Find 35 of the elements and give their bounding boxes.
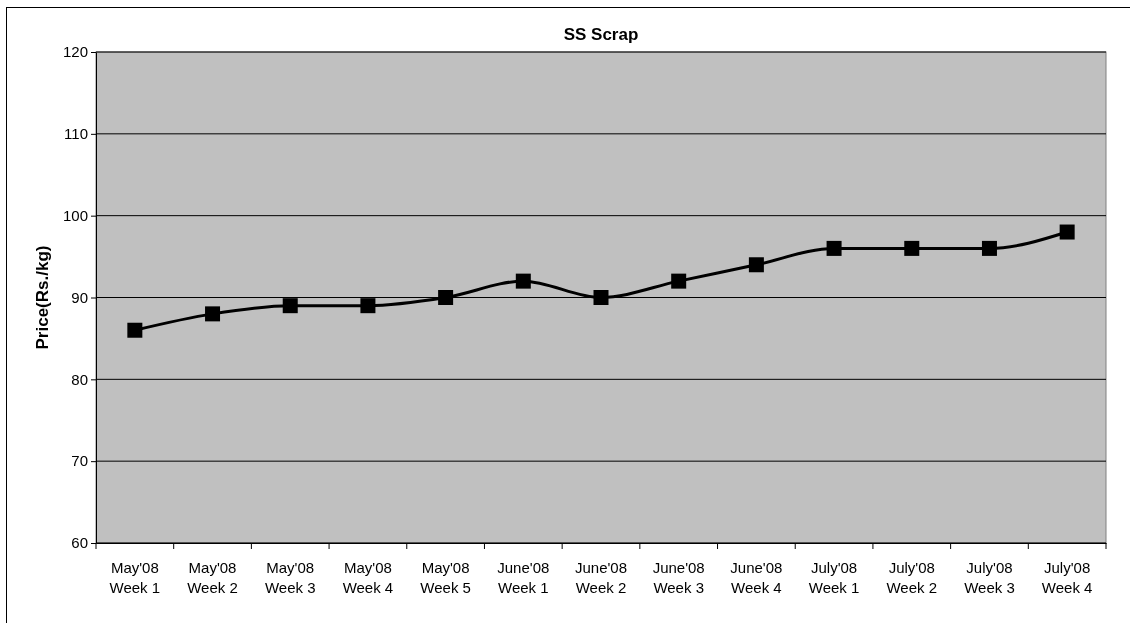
x-tick-label: July'08 Week 4 <box>1041 559 1093 596</box>
point <box>515 273 531 289</box>
x-tick-label: May'08 Week 5 <box>420 559 471 596</box>
point <box>593 290 609 305</box>
x-tick-label: July'08 Week 1 <box>808 559 860 596</box>
point <box>360 298 376 314</box>
point <box>127 322 143 338</box>
y-tick-label: 120 <box>62 43 88 61</box>
x-tick-label: May'08 Week 1 <box>109 559 161 596</box>
point <box>748 257 764 273</box>
y-axis-title: Price(Rs./kg) <box>33 245 52 350</box>
x-tick-label: May'08 Week 4 <box>342 559 394 596</box>
point <box>981 240 997 256</box>
x-tick-label: June'08 Week 4 <box>730 559 783 596</box>
x-tick-label: July'08 Week 3 <box>964 559 1015 596</box>
x-tick-label: May'08 Week 3 <box>264 559 316 596</box>
point <box>282 298 298 314</box>
chart-title: SS Scrap <box>563 25 639 44</box>
point <box>438 290 454 305</box>
y-tick-label: 100 <box>62 206 88 224</box>
point <box>205 306 221 322</box>
x-tick-label: May'08 Week 2 <box>187 559 238 596</box>
x-tick-label: June'08 Week 1 <box>497 559 550 596</box>
y-tick-label: 70 <box>71 452 88 470</box>
point <box>904 240 920 256</box>
y-tick-label: 110 <box>64 125 88 143</box>
point <box>671 273 687 289</box>
y-tick-label: 90 <box>71 288 88 306</box>
point <box>1059 224 1075 240</box>
point <box>826 240 842 256</box>
y-tick-label: 60 <box>71 534 88 552</box>
y-tick-label: 80 <box>71 370 88 388</box>
x-tick-label: June'08 Week 2 <box>574 559 628 596</box>
x-tick-label: July'08 Week 2 <box>886 559 938 596</box>
x-tick-label: June'08 Week 3 <box>652 559 705 596</box>
